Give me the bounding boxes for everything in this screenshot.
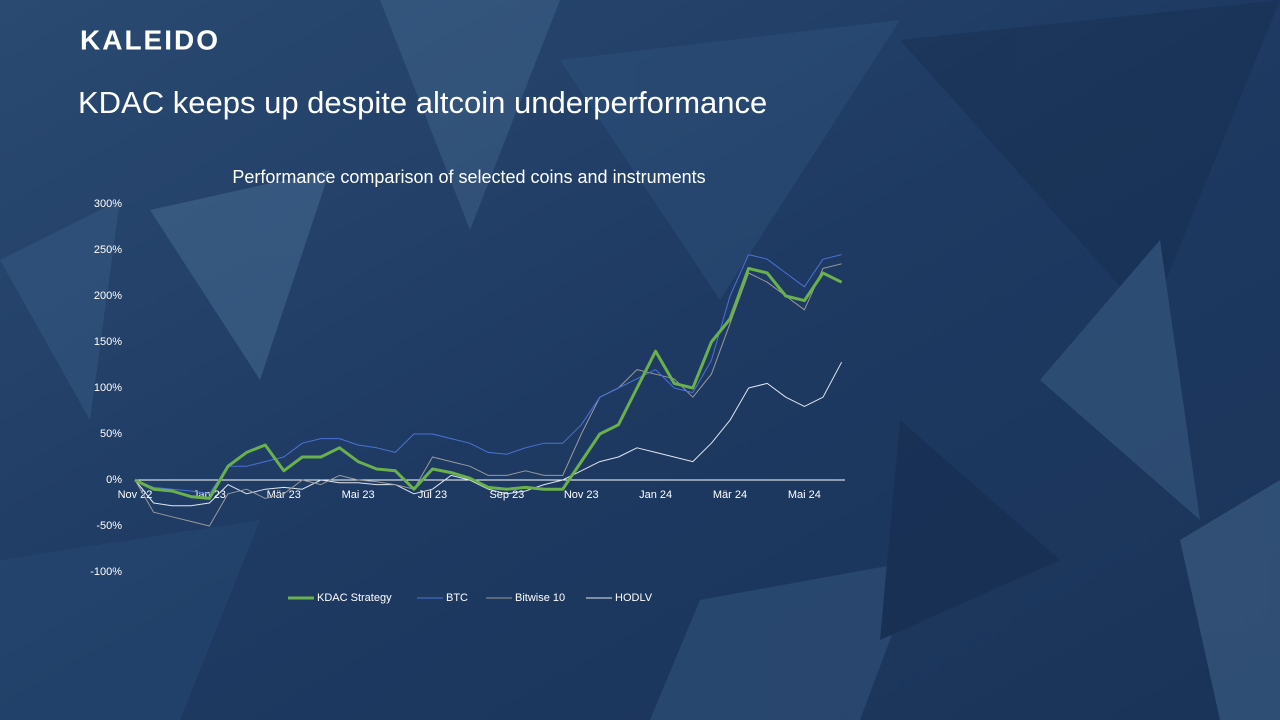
legend-label: HODLV [615,592,653,604]
y-tick-label: 100% [94,382,122,394]
slide-title: KDAC keeps up despite altcoin underperfo… [78,85,767,120]
x-tick-label: Jan 24 [639,489,672,501]
y-tick-label: 150% [94,336,122,348]
y-tick-label: 300% [94,198,122,210]
chart-title: Performance comparison of selected coins… [232,167,705,187]
x-tick-label: Mär 23 [267,489,301,501]
plot: -100% -50% 0% 50% 100% 150% 200% 250% 300% Nov 22… [90,198,845,604]
x-tick-label: Nov 22 [118,489,153,501]
series-line [134,254,842,495]
y-tick-label: 0% [106,474,122,486]
x-tick-label: Mär 24 [713,489,747,501]
y-tick-label: -50% [96,520,122,532]
x-tick-label: Jul 23 [418,489,447,501]
x-tick-label: Mai 23 [342,489,375,501]
y-tick-label: -100% [90,566,122,578]
x-tick-label: Mai 24 [788,489,821,501]
y-tick-label: 250% [94,244,122,256]
logo: KALEIDO [80,24,220,55]
series-line [134,263,842,527]
legend-label: KDAC Strategy [317,592,392,604]
legend-label: Bitwise 10 [515,592,565,604]
y-tick-label: 200% [94,290,122,302]
series-line [134,266,843,500]
x-tick-label: Nov 23 [564,489,599,501]
legend-label: BTC [446,592,468,604]
y-tick-label: 50% [100,428,122,440]
